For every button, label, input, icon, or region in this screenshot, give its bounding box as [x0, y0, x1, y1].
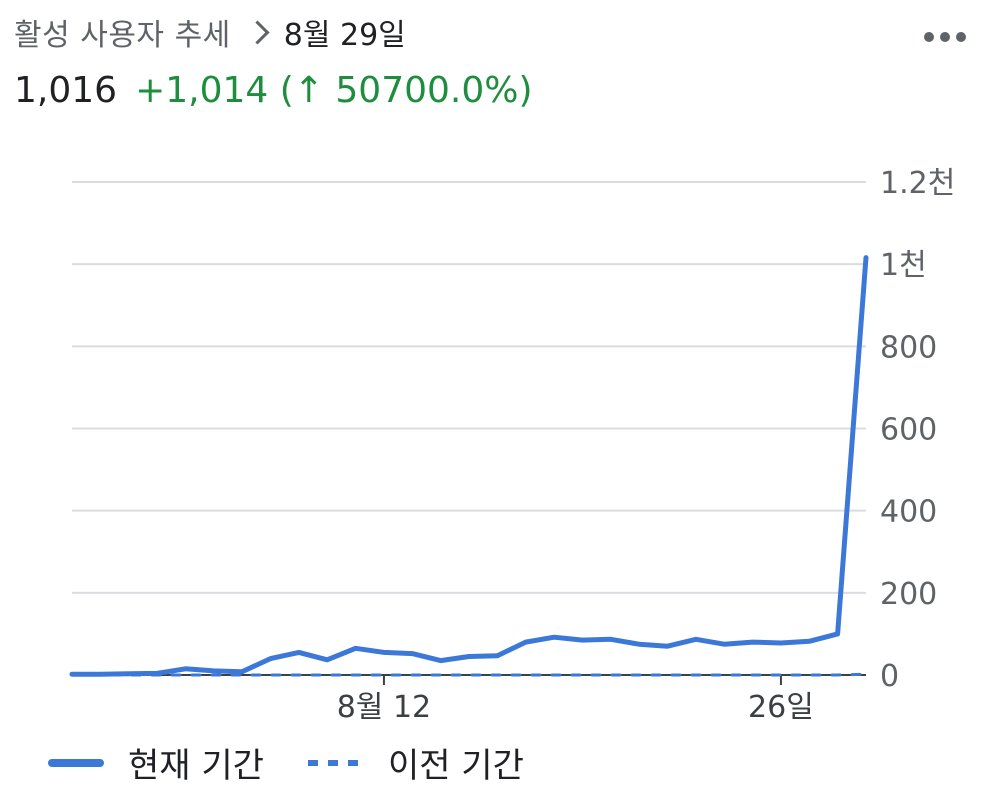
- breadcrumb: 활성 사용자 추세 8월 29일: [14, 10, 406, 54]
- y-tick-label: 800: [880, 330, 937, 365]
- y-tick-label: 1천: [880, 248, 927, 283]
- y-tick-label: 0: [880, 659, 899, 694]
- card-title[interactable]: 활성 사용자 추세: [14, 10, 231, 54]
- y-tick-label: 200: [880, 577, 937, 612]
- legend: 현재 기간 이전 기간: [48, 738, 524, 787]
- total-value: 1,016: [14, 70, 117, 111]
- series-current-line: [72, 258, 866, 675]
- legend-item-previous[interactable]: 이전 기간: [308, 738, 524, 787]
- more-options-icon[interactable]: [924, 32, 966, 42]
- solid-line-icon: [48, 759, 104, 767]
- chevron-right-icon: [245, 20, 269, 44]
- y-tick-label: 400: [880, 495, 937, 530]
- line-chart: 0 200 400 600 800 1천 1.2천 8월 12 26일: [0, 140, 992, 730]
- dashed-line-icon: [308, 760, 364, 766]
- y-tick-label: 1.2천: [880, 166, 955, 201]
- legend-item-current[interactable]: 현재 기간: [48, 738, 264, 787]
- x-tick-label: 8월 12: [337, 690, 431, 725]
- summary: 1,016 +1,014 (↑ 50700.0%): [14, 70, 533, 111]
- x-tick-label: 26일: [748, 690, 814, 725]
- legend-label-current: 현재 기간: [128, 738, 264, 787]
- date-label: 8월 29일: [284, 10, 406, 54]
- y-tick-label: 600: [880, 413, 937, 448]
- change-value: +1,014 (↑ 50700.0%): [135, 70, 532, 111]
- legend-label-previous: 이전 기간: [388, 738, 524, 787]
